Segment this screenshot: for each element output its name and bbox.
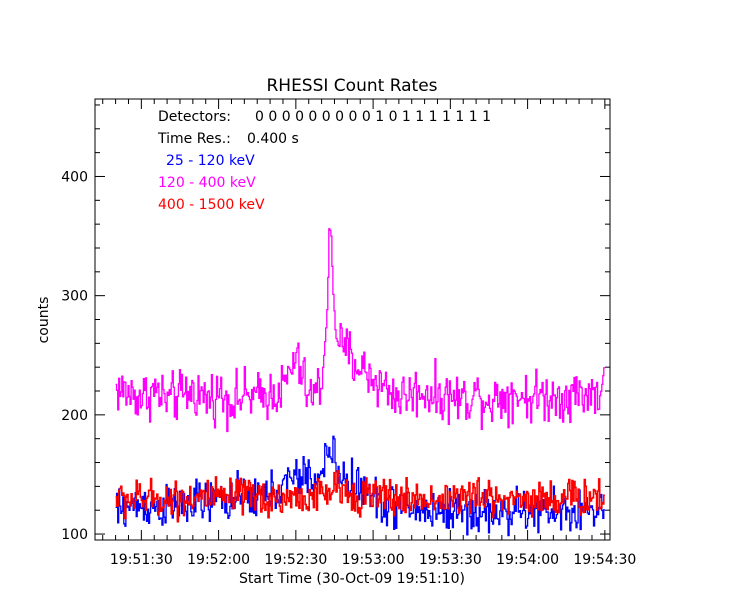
time-res-value: 0.400 s [247, 131, 299, 147]
legend-entry-low: 25 - 120 keV [166, 153, 255, 169]
x-tick-label: 19:53:30 [419, 552, 482, 568]
series-line-25-120-kev [115, 435, 605, 537]
series-layer [115, 228, 605, 537]
y-tick-label: 300 [61, 289, 88, 305]
detectors-value: 0 0 0 0 0 0 0 0 0 1 0 1 1 1 1 1 1 1 [255, 109, 491, 125]
y-tick-label: 200 [61, 408, 88, 424]
time-res-label: Time Res.: [157, 131, 231, 147]
chart-title: RHESSI Count Rates [266, 76, 437, 96]
x-tick-label: 19:54:30 [573, 552, 636, 568]
detectors-label: Detectors: [158, 109, 231, 125]
x-tick-label: 19:53:00 [342, 552, 405, 568]
x-axis-label: Start Time (30-Oct-09 19:51:10) [239, 571, 465, 587]
x-tick-label: 19:52:30 [264, 552, 327, 568]
x-tick-label: 19:52:00 [187, 552, 250, 568]
series-line-120-400-kev [115, 228, 605, 433]
y-tick-label: 100 [61, 527, 88, 543]
y-tick-label: 400 [61, 169, 88, 185]
y-axis-label: counts [36, 297, 52, 344]
info-legend: Detectors: 0 0 0 0 0 0 0 0 0 1 0 1 1 1 1… [157, 109, 491, 213]
axis-layer: 19:51:30 19:52:00 19:52:30 19:53:00 19:53:30… [61, 99, 636, 568]
legend-entry-mid: 120 - 400 keV [158, 175, 256, 191]
legend-entry-high: 400 - 1500 keV [158, 197, 265, 213]
series-line-400-1500-kev [115, 470, 605, 523]
x-tick-label: 19:51:30 [110, 552, 173, 568]
x-tick-label: 19:54:00 [496, 552, 559, 568]
